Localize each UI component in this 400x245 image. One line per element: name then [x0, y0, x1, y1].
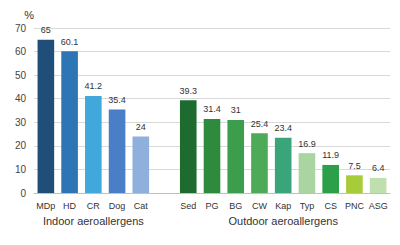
svg-text:Typ: Typ	[300, 201, 315, 211]
svg-text:Dog: Dog	[109, 201, 126, 211]
svg-text:11.9: 11.9	[322, 150, 339, 160]
svg-text:60.1: 60.1	[61, 37, 79, 47]
svg-text:PG: PG	[205, 201, 218, 211]
svg-text:10: 10	[15, 164, 27, 175]
svg-text:31: 31	[231, 105, 241, 115]
svg-text:Kap: Kap	[275, 201, 291, 211]
svg-text:CS: CS	[324, 201, 337, 211]
svg-text:7.5: 7.5	[348, 161, 361, 171]
svg-text:40: 40	[15, 93, 27, 104]
svg-text:MDp: MDp	[36, 201, 55, 211]
svg-text:PNC: PNC	[345, 201, 365, 211]
svg-text:ASG: ASG	[369, 201, 388, 211]
svg-text:25.4: 25.4	[251, 119, 269, 129]
svg-text:23.4: 23.4	[274, 123, 292, 133]
svg-text:50: 50	[15, 70, 27, 81]
svg-text:39.3: 39.3	[180, 86, 198, 96]
svg-text:Sed: Sed	[180, 201, 196, 211]
svg-text:HD: HD	[63, 201, 76, 211]
svg-text:Indoor aeroallergens: Indoor aeroallergens	[43, 215, 144, 227]
svg-text:20: 20	[15, 140, 27, 151]
svg-text:31.4: 31.4	[203, 104, 221, 114]
svg-text:41.2: 41.2	[85, 81, 103, 91]
svg-text:70: 70	[15, 23, 27, 34]
svg-text:%: %	[24, 9, 34, 21]
svg-text:35.4: 35.4	[108, 95, 126, 105]
svg-text:Outdoor aeroallergens: Outdoor aeroallergens	[228, 215, 338, 227]
svg-text:BG: BG	[229, 201, 242, 211]
svg-text:60: 60	[15, 46, 27, 57]
svg-text:16.9: 16.9	[298, 139, 316, 149]
svg-text:30: 30	[15, 117, 27, 128]
svg-text:65: 65	[41, 25, 51, 35]
svg-text:CW: CW	[252, 201, 267, 211]
svg-text:24: 24	[136, 122, 146, 132]
svg-text:CR: CR	[87, 201, 100, 211]
svg-text:6.4: 6.4	[372, 163, 385, 173]
svg-text:0: 0	[20, 188, 26, 199]
svg-text:Cat: Cat	[134, 201, 149, 211]
